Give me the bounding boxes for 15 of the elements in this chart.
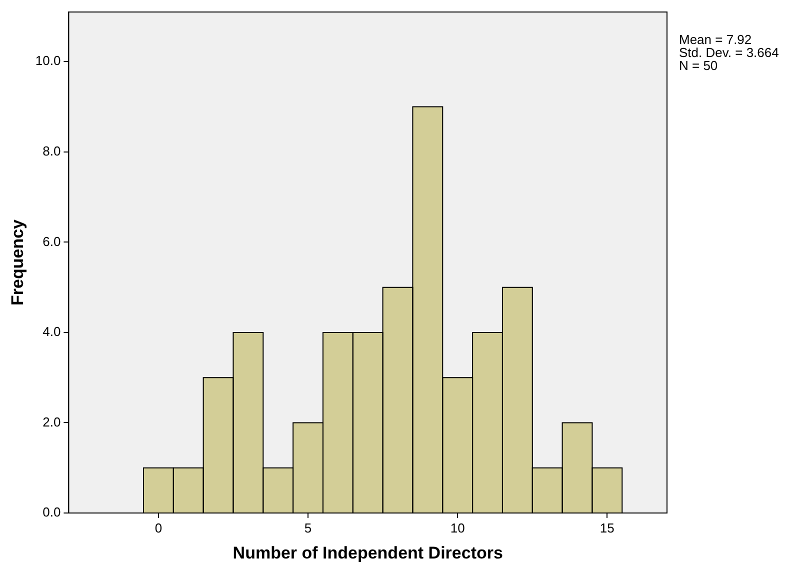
x-tick-label: 5 bbox=[304, 520, 312, 536]
x-tick-label: 15 bbox=[600, 520, 614, 536]
x-tick-label: 10 bbox=[450, 520, 465, 536]
y-tick-label: 0.0 bbox=[42, 504, 61, 520]
x-axis-title: Number of Independent Directors bbox=[232, 543, 503, 562]
y-tick-label: 4.0 bbox=[42, 324, 61, 340]
text: Mean = 7.92 bbox=[679, 32, 752, 48]
x-tick-label: 0 bbox=[154, 520, 162, 536]
text: N = 50 bbox=[679, 58, 718, 74]
y-tick-label: 8.0 bbox=[42, 143, 61, 158]
y-tick-label: 2.0 bbox=[42, 414, 61, 430]
y-axis-title: Frequency bbox=[8, 218, 27, 306]
y-tick-label: 10.0 bbox=[35, 53, 61, 68]
y-tick-label: 6.0 bbox=[42, 234, 61, 249]
text: Std. Dev. = 3.664 bbox=[679, 45, 779, 60]
